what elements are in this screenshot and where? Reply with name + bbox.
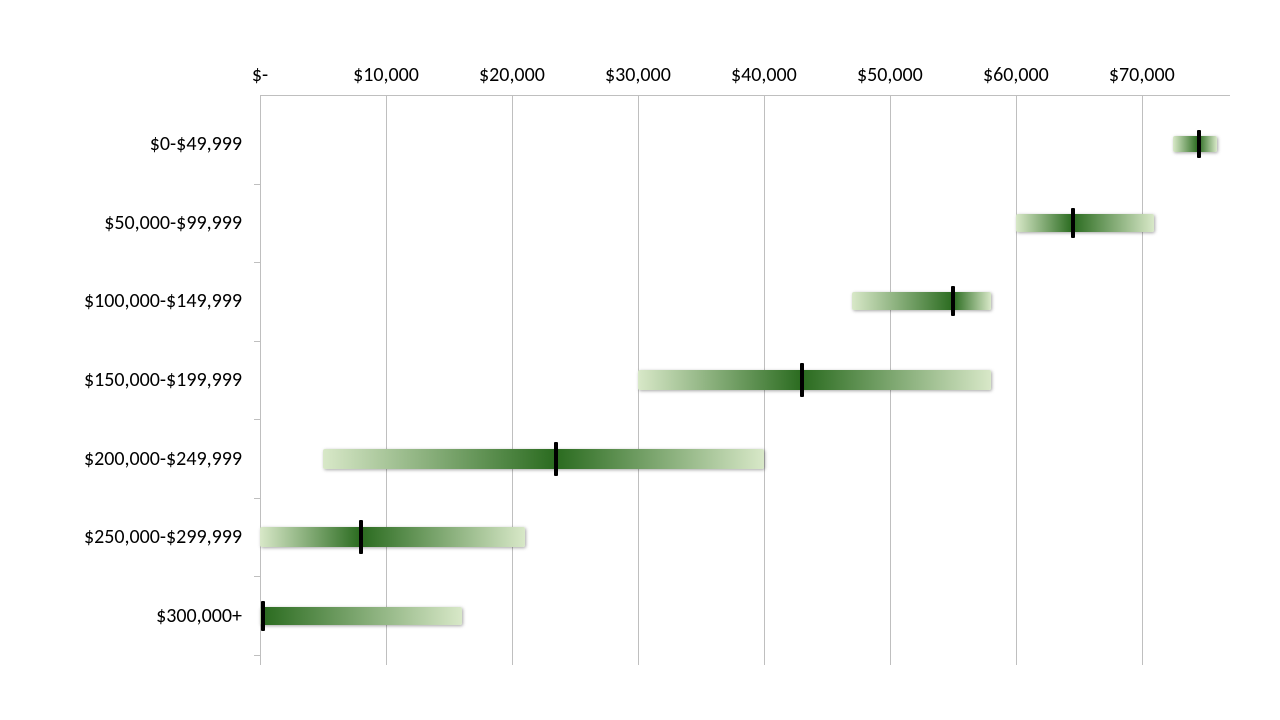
gridline [1142, 95, 1143, 665]
x-axis-tick-label: $20,000 [479, 63, 545, 87]
plot-top-border [260, 95, 1230, 96]
gridline [512, 95, 513, 665]
x-axis-tick-label: $30,000 [605, 63, 671, 87]
y-axis-tick [254, 184, 260, 185]
x-axis-tick-label: $70,000 [1109, 63, 1175, 87]
point-marker [800, 363, 804, 397]
y-axis-tick [254, 419, 260, 420]
y-axis-line [260, 95, 261, 665]
y-axis-tick [254, 498, 260, 499]
gridline [386, 95, 387, 665]
point-marker [359, 520, 363, 554]
x-axis-tick-label: $60,000 [983, 63, 1049, 87]
range-bar [260, 527, 525, 547]
x-axis-tick-label: $50,000 [857, 63, 923, 87]
x-axis-tick-label: $40,000 [731, 63, 797, 87]
x-axis-tick-label: $10,000 [353, 63, 419, 87]
y-axis-tick [254, 655, 260, 656]
y-axis-category-label: $100,000-$149,999 [0, 289, 242, 313]
point-marker [951, 286, 955, 316]
y-axis-tick [254, 341, 260, 342]
point-marker [261, 601, 265, 631]
range-bar [638, 370, 991, 390]
y-axis-category-label: $250,000-$299,999 [0, 525, 242, 549]
y-axis-category-label: $50,000-$99,999 [0, 211, 242, 235]
gridline [1016, 95, 1017, 665]
y-axis-category-label: $300,000+ [0, 604, 242, 628]
point-marker [1197, 130, 1201, 158]
y-axis-tick [254, 262, 260, 263]
range-bar [260, 607, 462, 625]
y-axis-category-label: $0-$49,999 [0, 132, 242, 156]
range-bar [852, 292, 991, 310]
range-bar [323, 449, 764, 469]
point-marker [1071, 208, 1075, 238]
range-bar [1173, 136, 1217, 152]
y-axis-category-label: $150,000-$199,999 [0, 368, 242, 392]
y-axis-tick [254, 576, 260, 577]
range-bar [1016, 214, 1155, 232]
x-axis-tick-label: $- [252, 63, 268, 87]
point-marker [554, 442, 558, 476]
y-axis-category-label: $200,000-$249,999 [0, 447, 242, 471]
plot-area [260, 95, 1230, 665]
